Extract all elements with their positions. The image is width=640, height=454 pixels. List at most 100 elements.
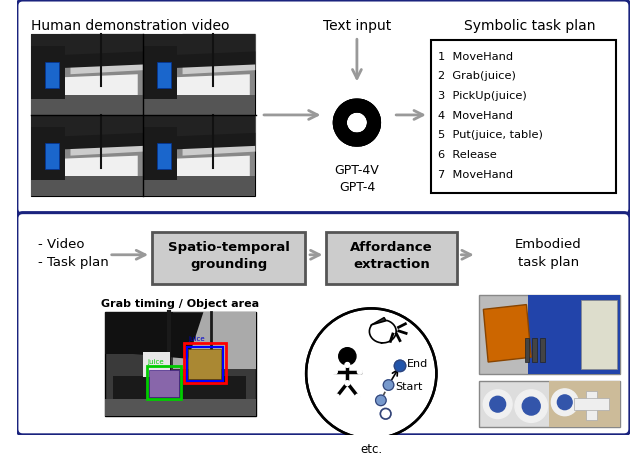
Bar [580, 300, 618, 369]
Polygon shape [105, 312, 204, 359]
Bar [431, 40, 616, 193]
Bar [184, 343, 226, 383]
Bar [45, 62, 60, 88]
Text: Embodied
task plan: Embodied task plan [515, 238, 582, 270]
Polygon shape [338, 114, 381, 147]
Text: juice: juice [188, 336, 205, 342]
Circle shape [383, 380, 394, 390]
Circle shape [333, 369, 337, 374]
Bar [479, 381, 620, 427]
Text: GPT-4V
GPT-4: GPT-4V GPT-4 [335, 164, 380, 194]
Bar [549, 381, 620, 427]
Polygon shape [333, 99, 376, 131]
Bar [157, 62, 172, 88]
Polygon shape [182, 115, 255, 156]
Bar [149, 370, 179, 397]
Bar [143, 115, 255, 196]
Text: 6  Release: 6 Release [438, 150, 497, 160]
Bar [45, 143, 60, 169]
Text: Spatio-temporal
grounding: Spatio-temporal grounding [168, 242, 289, 271]
Bar [113, 376, 246, 399]
Polygon shape [483, 305, 531, 362]
Bar [532, 338, 537, 362]
Bar [31, 46, 65, 99]
Text: etc.: etc. [360, 443, 382, 454]
Polygon shape [333, 99, 360, 147]
Polygon shape [355, 99, 381, 147]
Bar [371, 317, 395, 343]
Text: 1  MoveHand: 1 MoveHand [438, 52, 513, 62]
Circle shape [394, 360, 406, 372]
Bar [143, 115, 255, 138]
Circle shape [339, 348, 356, 365]
Circle shape [335, 394, 339, 399]
Bar [31, 34, 143, 115]
Bar [528, 295, 620, 374]
Bar [525, 338, 529, 362]
Circle shape [345, 363, 349, 367]
Bar [31, 94, 143, 115]
Bar [31, 34, 143, 56]
Bar [540, 338, 545, 362]
Bar [147, 366, 180, 399]
Bar [143, 46, 177, 99]
Text: End: End [407, 359, 428, 369]
Text: Human demonstration video: Human demonstration video [31, 19, 229, 33]
Text: 7  MoveHand: 7 MoveHand [438, 169, 513, 179]
Text: juice: juice [147, 359, 164, 365]
Text: Symbolic task plan: Symbolic task plan [463, 19, 595, 33]
Polygon shape [338, 99, 381, 131]
Polygon shape [333, 114, 376, 147]
Text: Affordance
extraction: Affordance extraction [350, 242, 433, 271]
Circle shape [380, 409, 391, 419]
Polygon shape [143, 133, 255, 151]
FancyBboxPatch shape [152, 232, 305, 283]
Polygon shape [149, 74, 250, 100]
Text: Grab timing / Object area: Grab timing / Object area [100, 299, 259, 309]
Polygon shape [31, 133, 143, 151]
Bar [31, 115, 143, 196]
Bar [31, 115, 143, 138]
Circle shape [345, 381, 349, 385]
Text: 3  PickUp(juice): 3 PickUp(juice) [438, 91, 527, 101]
Bar [105, 399, 257, 416]
FancyBboxPatch shape [17, 212, 630, 435]
FancyBboxPatch shape [326, 232, 458, 283]
Polygon shape [149, 156, 250, 182]
Polygon shape [143, 51, 255, 69]
Text: Text input: Text input [323, 19, 391, 33]
Polygon shape [37, 156, 138, 182]
Circle shape [355, 394, 360, 399]
Bar [187, 347, 223, 380]
Bar [31, 127, 65, 180]
Bar [479, 295, 620, 374]
Bar [189, 349, 221, 379]
Polygon shape [70, 115, 143, 156]
Bar [143, 176, 255, 196]
Polygon shape [182, 34, 255, 74]
Bar [143, 351, 170, 377]
Bar [586, 391, 597, 419]
Polygon shape [37, 74, 138, 100]
Text: - Video
- Task plan: - Video - Task plan [38, 238, 109, 270]
Polygon shape [369, 321, 396, 343]
Circle shape [515, 390, 547, 422]
Text: Start: Start [396, 382, 422, 392]
Bar [157, 143, 172, 169]
Circle shape [490, 396, 506, 412]
Text: 2  Grab(juice): 2 Grab(juice) [438, 71, 516, 81]
Bar [143, 127, 177, 180]
Circle shape [522, 397, 540, 415]
Circle shape [349, 115, 364, 130]
Circle shape [483, 390, 512, 419]
Bar [143, 94, 255, 115]
Text: 5  Put(juice, table): 5 Put(juice, table) [438, 130, 543, 140]
Bar [105, 312, 257, 416]
Circle shape [380, 409, 391, 419]
Circle shape [322, 88, 392, 158]
Bar [105, 312, 257, 354]
Circle shape [357, 369, 362, 374]
Bar [31, 176, 143, 196]
Circle shape [557, 395, 572, 410]
Bar [173, 312, 257, 369]
